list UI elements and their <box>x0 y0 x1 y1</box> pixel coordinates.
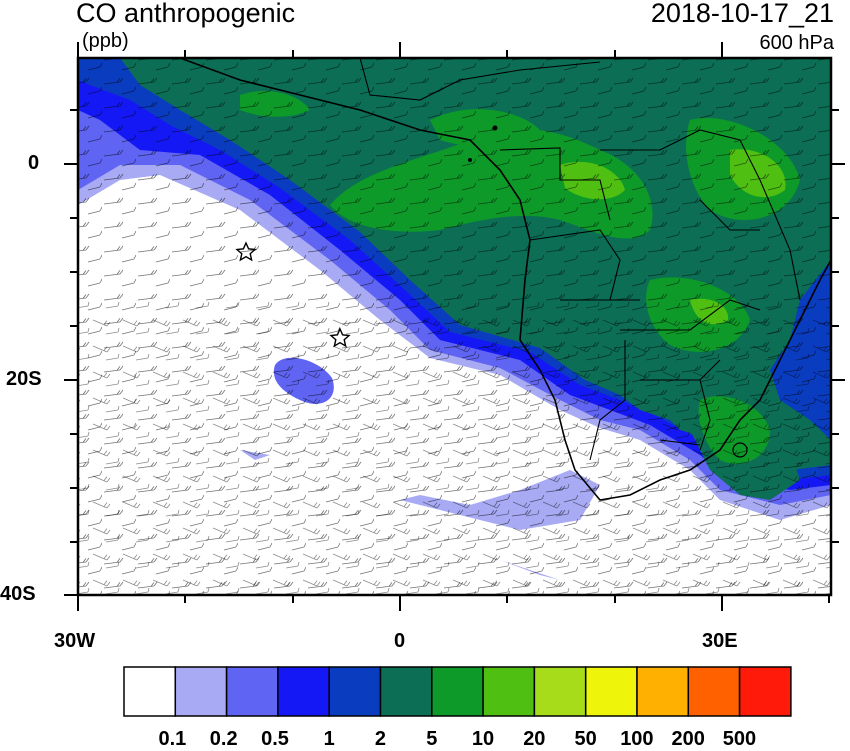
colorbar-swatch-3 <box>277 666 330 717</box>
colorbar-label-7: 20 <box>523 728 546 750</box>
colorbar-label-0: 0.1 <box>158 728 187 750</box>
lat-label-20s: 20S <box>6 368 42 390</box>
island-marker <box>492 125 498 131</box>
colorbar-label-2: 0.5 <box>261 728 289 750</box>
island-marker-2 <box>468 158 472 162</box>
lesotho-border <box>732 442 748 458</box>
colorbar-label-10: 200 <box>671 728 705 750</box>
colorbar-label-3: 1 <box>323 728 335 750</box>
colorbar-swatch-6 <box>431 666 484 717</box>
lat-label-0: 0 <box>28 152 40 174</box>
colorbar-swatch-0 <box>123 666 177 717</box>
latitude-ticks <box>64 109 845 596</box>
lon-label-30e: 30E <box>702 630 738 652</box>
plot-title: CO anthropogenic <box>76 0 296 28</box>
colorbar-swatch-5 <box>379 666 433 717</box>
lon-label-0: 0 <box>394 630 406 652</box>
colorbar-label-4: 2 <box>374 728 387 750</box>
pressure-level-label: 600 hPa <box>759 32 834 54</box>
wind-barbs-layer-south <box>78 300 831 595</box>
country-borders <box>359 58 801 461</box>
colorbar-swatch-7 <box>482 666 536 717</box>
coastline <box>179 58 831 501</box>
star-marker-2 <box>329 327 351 348</box>
units-label: (ppb) <box>82 30 129 52</box>
colorbar-swatch-1 <box>174 666 228 717</box>
colorbar-swatch-4 <box>328 666 382 717</box>
colorbar-swatch-9 <box>584 666 638 717</box>
colorbar-swatch-11 <box>687 666 741 717</box>
colorbar <box>123 666 792 717</box>
colorbar-swatch-8 <box>533 666 587 717</box>
colorbar-label-8: 50 <box>574 728 597 750</box>
colorbar-label-9: 100 <box>620 728 654 750</box>
colorbar-label-1: 0.2 <box>209 728 238 750</box>
star-marker-1 <box>235 241 257 262</box>
colorbar-label-11: 500 <box>722 728 757 750</box>
colorbar-swatch-12 <box>738 666 792 717</box>
colorbar-swatch-2 <box>225 666 279 717</box>
datetime-label: 2018-10-17_21 <box>650 0 834 28</box>
co-concentration-field <box>78 58 831 595</box>
colorbar-swatch-10 <box>636 666 690 717</box>
colorbar-label-6: 10 <box>471 728 495 750</box>
lon-label-30w: 30W <box>54 630 96 652</box>
colorbar-label-5: 5 <box>426 728 438 750</box>
longitude-ticks <box>77 42 830 611</box>
lat-label-40s: 40S <box>0 583 36 605</box>
